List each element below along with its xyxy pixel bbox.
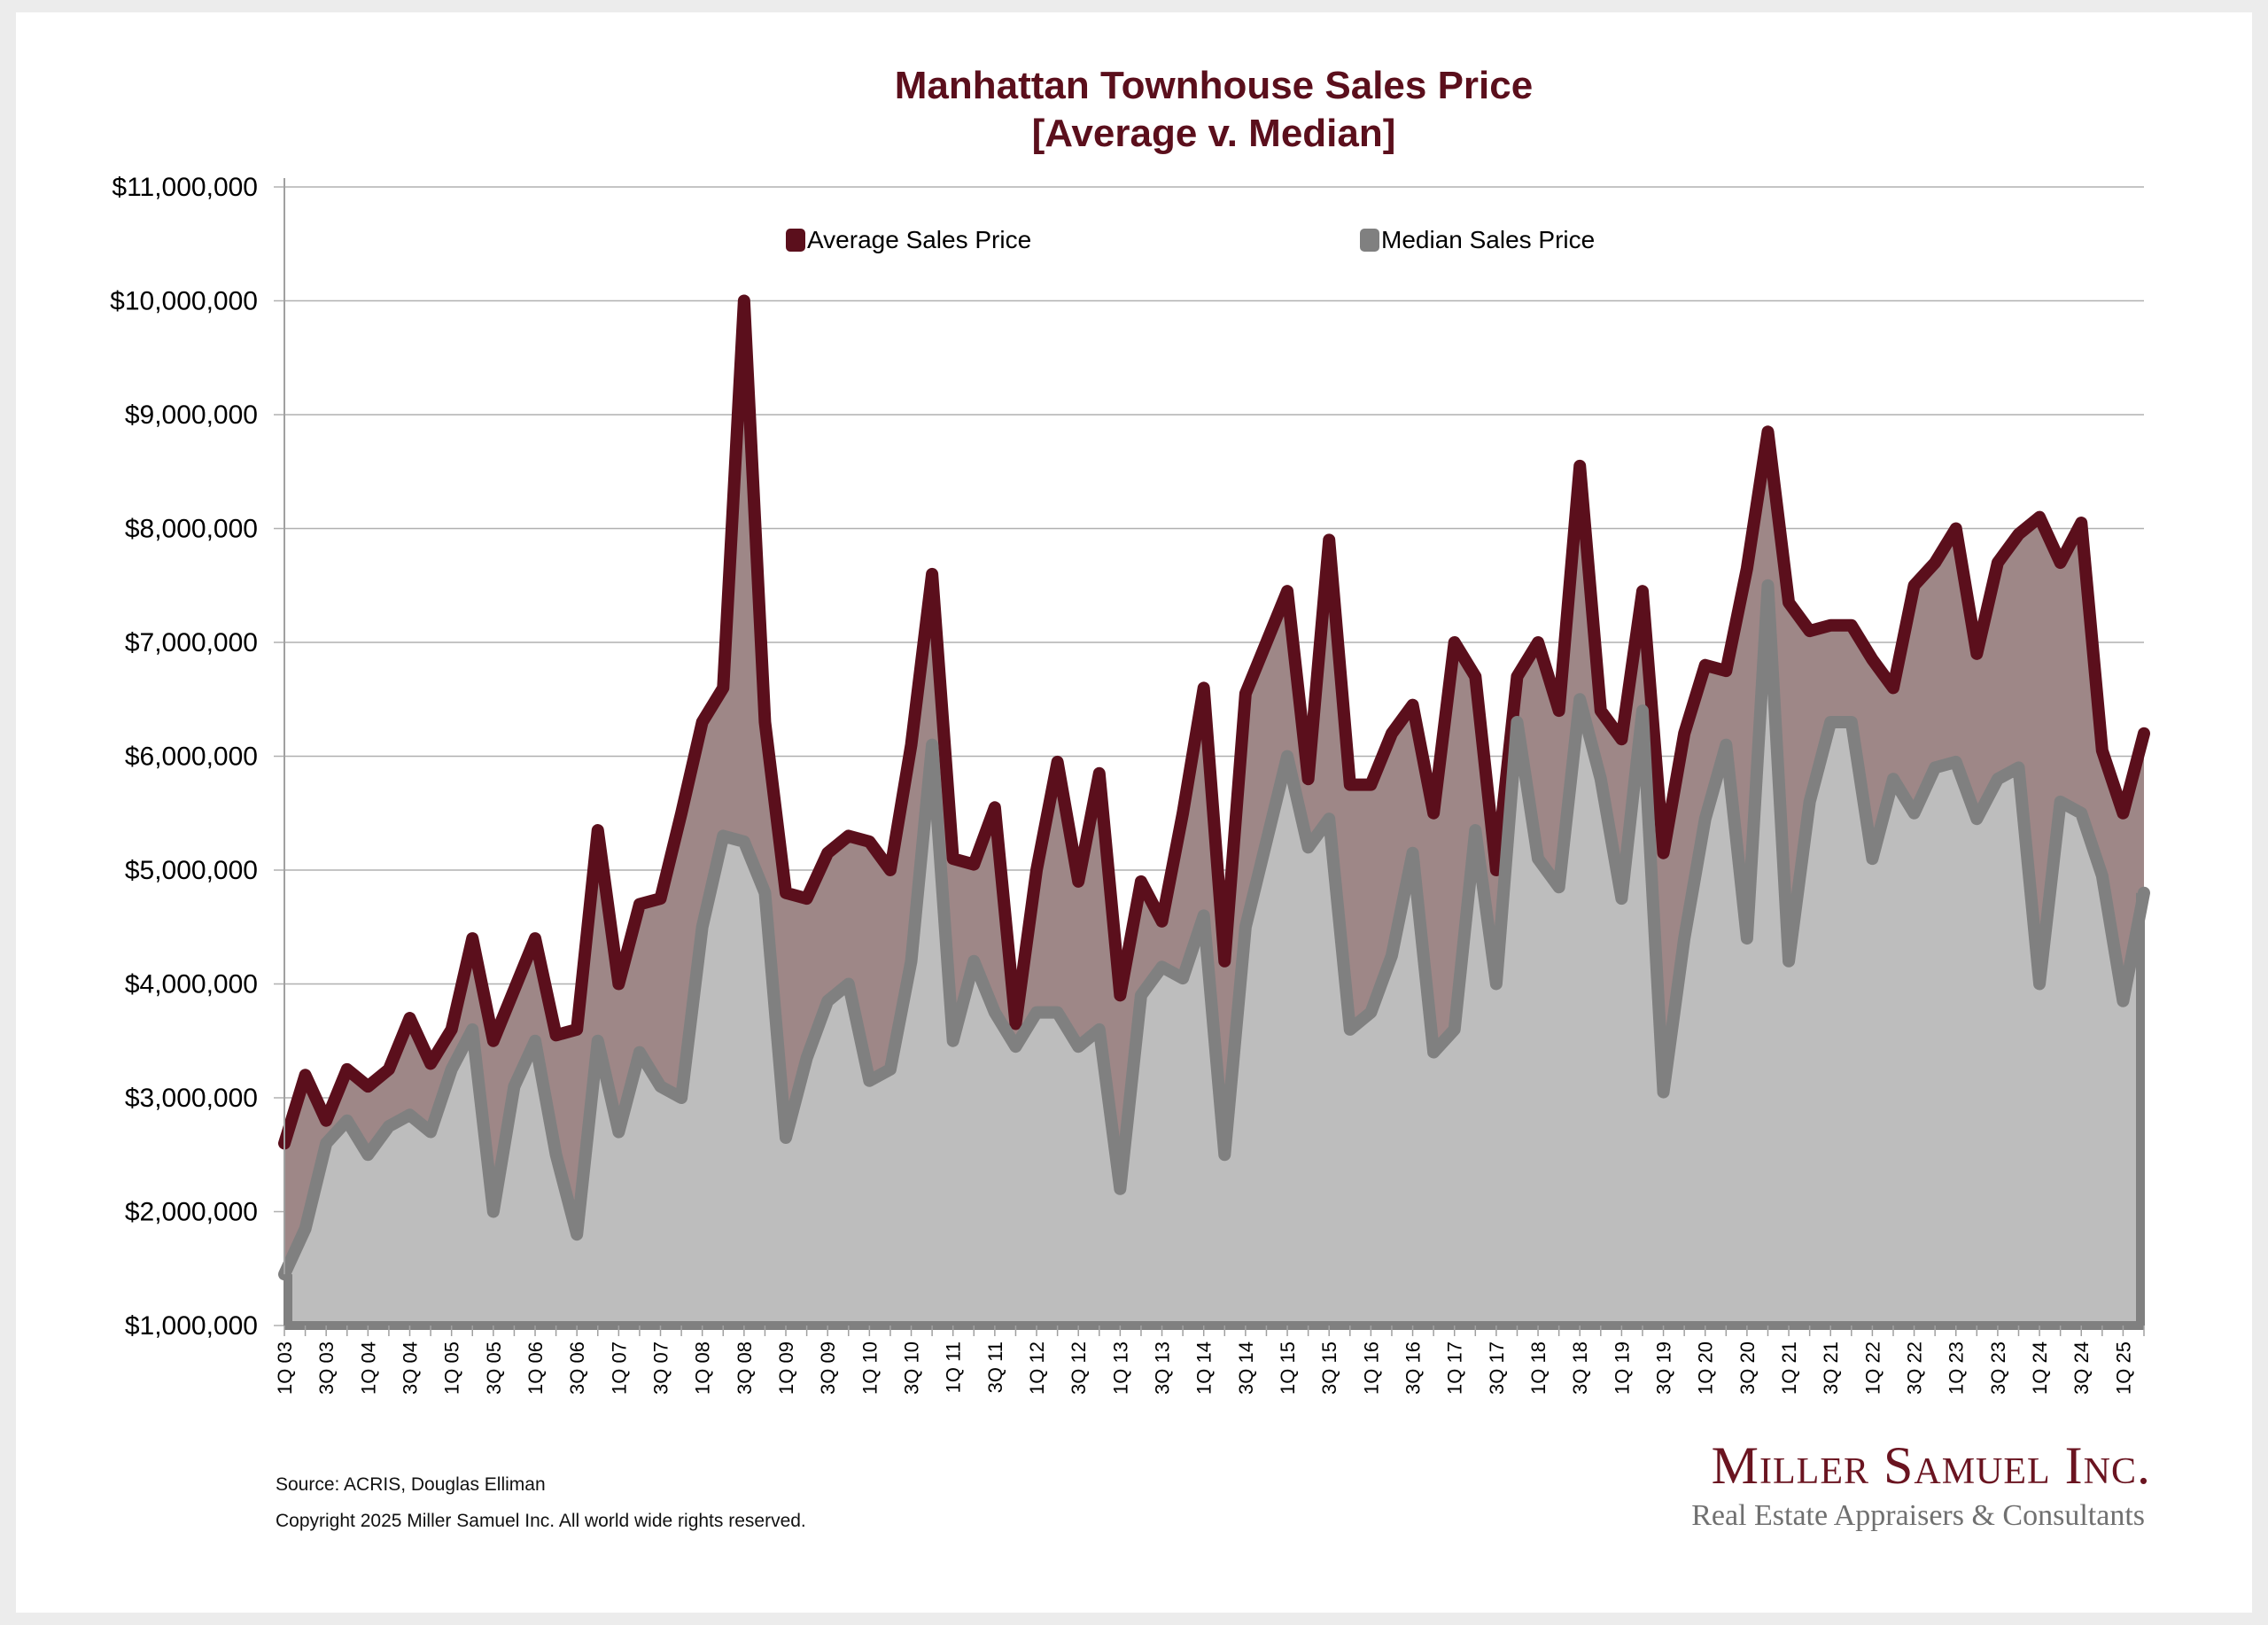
x-tick-label: 1Q 10 xyxy=(858,1341,881,1395)
x-tick-label: 3Q 12 xyxy=(1068,1341,1090,1395)
line-average xyxy=(278,294,2150,1150)
legend-item-average: Average Sales Price xyxy=(786,226,1031,254)
chart-areas xyxy=(284,300,2144,1326)
x-axis-ticks: 1Q 03 3Q 03 1Q 04 3Q 04 1Q 05 3Q 05 1Q 06 3Q 06… xyxy=(274,1326,2145,1395)
legend-label-average: Average Sales Price xyxy=(807,226,1032,253)
x-tick-label: 1Q 16 xyxy=(1360,1341,1382,1395)
x-tick-label: 3Q 19 xyxy=(1653,1341,1675,1395)
y-tick-label: $4,000,000 xyxy=(125,970,258,999)
x-tick-label: 3Q 06 xyxy=(566,1341,588,1395)
x-tick-label: 1Q 23 xyxy=(1946,1341,1968,1395)
x-tick-label: 3Q 04 xyxy=(400,1341,422,1395)
axes xyxy=(284,178,2145,1330)
chart-lines xyxy=(278,294,2150,1281)
company-tagline: Real Estate Appraisers & Consultants xyxy=(1691,1499,2145,1532)
y-tick-label: $5,000,000 xyxy=(125,856,258,885)
x-tick-label: 3Q 11 xyxy=(984,1341,1006,1393)
legend-swatch-median xyxy=(1360,229,1379,252)
x-tick-label: 3Q 21 xyxy=(1820,1341,1842,1395)
x-tick-label: 1Q 11 xyxy=(943,1341,965,1393)
y-tick-label: $1,000,000 xyxy=(125,1311,258,1341)
x-tick-label: 1Q 12 xyxy=(1026,1341,1048,1395)
x-tick-label: 3Q 03 xyxy=(315,1341,338,1395)
x-tick-label: 3Q 20 xyxy=(1736,1341,1759,1395)
y-tick-label: $7,000,000 xyxy=(125,628,258,657)
x-tick-label: 3Q 15 xyxy=(1318,1341,1340,1395)
x-tick-label: 3Q 16 xyxy=(1402,1341,1425,1395)
x-tick-label: 1Q 20 xyxy=(1695,1341,1717,1395)
x-tick-label: 3Q 08 xyxy=(734,1341,756,1395)
y-tick-label: $2,000,000 xyxy=(125,1198,258,1227)
x-tick-label: 1Q 22 xyxy=(1861,1341,1884,1395)
x-tick-label: 3Q 17 xyxy=(1486,1341,1508,1395)
x-tick-label: 3Q 09 xyxy=(817,1341,839,1395)
y-tick-label: $3,000,000 xyxy=(125,1084,258,1113)
x-tick-label: 1Q 08 xyxy=(692,1341,714,1395)
y-tick-label: $9,000,000 xyxy=(125,400,258,430)
x-tick-label: 1Q 05 xyxy=(441,1341,463,1395)
x-tick-label: 3Q 14 xyxy=(1235,1341,1257,1395)
x-tick-label: 1Q 18 xyxy=(1527,1341,1550,1395)
x-tick-label: 1Q 06 xyxy=(524,1341,547,1395)
legend-label-median: Median Sales Price xyxy=(1381,226,1596,253)
x-tick-label: 3Q 13 xyxy=(1152,1341,1174,1395)
y-tick-label: $10,000,000 xyxy=(110,287,258,316)
x-tick-label: 3Q 10 xyxy=(901,1341,923,1395)
y-tick-label: $6,000,000 xyxy=(125,743,258,772)
x-tick-label: 3Q 23 xyxy=(1987,1341,2009,1395)
x-tick-label: 1Q 15 xyxy=(1277,1341,1299,1395)
company-logo: Miller Samuel Inc. xyxy=(1711,1436,2151,1495)
area-median xyxy=(284,585,2144,1326)
chart-title: Manhattan Townhouse Sales Price xyxy=(894,64,1534,107)
x-tick-label: 3Q 05 xyxy=(483,1341,505,1395)
y-tick-label: $8,000,000 xyxy=(125,515,258,544)
x-tick-label: 1Q 21 xyxy=(1778,1341,1800,1395)
legend-swatch-average xyxy=(786,229,805,252)
x-tick-label: 1Q 24 xyxy=(2029,1341,2051,1395)
x-tick-label: 1Q 13 xyxy=(1109,1341,1131,1395)
legend-item-median: Median Sales Price xyxy=(1360,226,1595,254)
x-tick-label: 1Q 17 xyxy=(1444,1341,1466,1395)
chart-subtitle: [Average v. Median] xyxy=(1031,112,1396,155)
x-tick-label: 1Q 03 xyxy=(274,1341,296,1395)
x-tick-label: 1Q 19 xyxy=(1611,1341,1633,1395)
x-tick-label: 3Q 24 xyxy=(2070,1341,2093,1395)
x-tick-label: 1Q 09 xyxy=(775,1341,797,1395)
y-tick-label: $11,000,000 xyxy=(112,173,258,202)
source-note: Source: ACRIS, Douglas Elliman xyxy=(276,1474,546,1495)
line-median xyxy=(278,579,2150,1281)
x-tick-label: 1Q 14 xyxy=(1193,1341,1216,1395)
y-axis-ticks: $1,000,000 $2,000,000 $3,000,000 $4,000,000… xyxy=(110,173,258,1341)
x-tick-label: 1Q 25 xyxy=(2112,1341,2134,1395)
x-tick-label: 3Q 07 xyxy=(650,1341,672,1395)
x-tick-label: 1Q 04 xyxy=(357,1341,379,1395)
copyright-note: Copyright 2025 Miller Samuel Inc. All wo… xyxy=(276,1511,806,1531)
x-tick-label: 3Q 18 xyxy=(1569,1341,1591,1395)
x-tick-label: 1Q 07 xyxy=(608,1341,630,1395)
x-tick-label: 3Q 22 xyxy=(1904,1341,1926,1395)
chart-title-block: Manhattan Townhouse Sales Price [Average… xyxy=(0,62,2268,158)
